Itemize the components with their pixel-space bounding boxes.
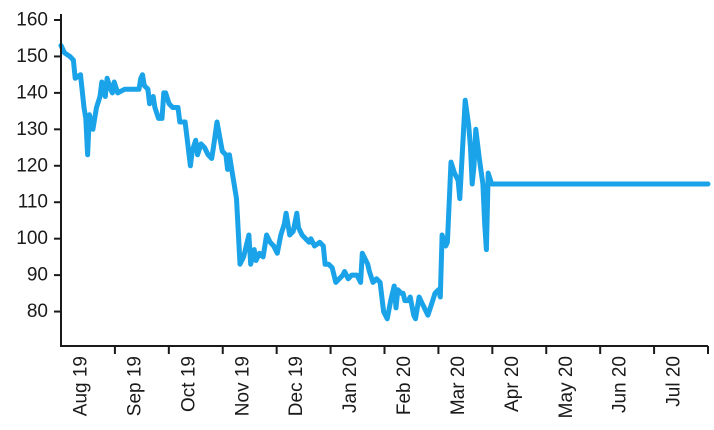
x-tick-label: Jul 20 [664, 356, 685, 407]
y-tick-label: 100 [16, 228, 48, 249]
x-tick-label: Oct 19 [178, 356, 199, 412]
x-tick-label: Feb 20 [394, 356, 415, 415]
y-tick-label: 120 [16, 155, 48, 176]
x-tick-label: Dec 19 [286, 356, 307, 416]
x-axis-ticks: Aug 19 Sep 19 Oct 19 Nov 19 Dec 19 Jan 20 Feb … [71, 346, 709, 418]
y-tick-label: 150 [16, 46, 48, 67]
x-tick-label: Jun 20 [610, 356, 631, 413]
y-axis-ticks: 80 90 100 110 120 130 140 150 160 [16, 10, 61, 322]
y-tick-label: 140 [16, 82, 48, 103]
y-tick-label: 80 [27, 301, 48, 322]
x-tick-label: May 20 [556, 356, 577, 418]
y-tick-label: 90 [27, 265, 48, 286]
x-tick-label: Apr 20 [502, 356, 523, 412]
y-tick-label: 110 [18, 192, 48, 213]
x-tick-label: Jan 20 [340, 356, 361, 413]
y-tick-label: 130 [16, 119, 48, 140]
x-tick-label: Aug 19 [71, 356, 92, 416]
series-line [58, 43, 711, 322]
x-tick-label: Nov 19 [232, 356, 253, 416]
y-tick-label: 160 [16, 10, 48, 31]
x-tick-label: Mar 20 [448, 356, 469, 415]
x-tick-label: Sep 19 [124, 356, 145, 416]
